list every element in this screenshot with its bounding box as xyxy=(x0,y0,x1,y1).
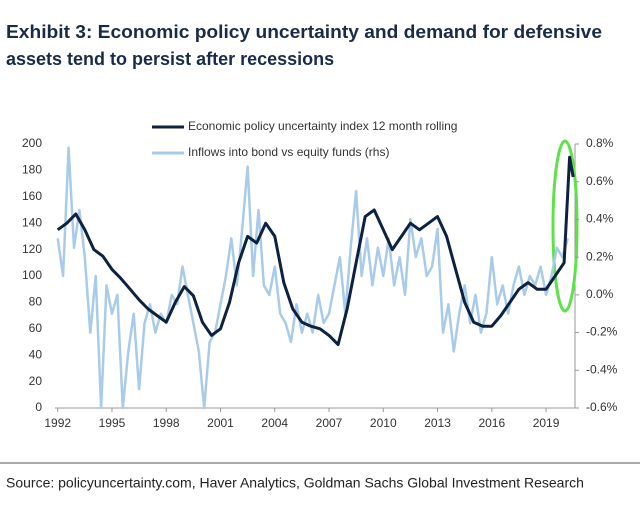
x-tick-label: 1992 xyxy=(44,416,71,430)
highlight-ellipse xyxy=(551,139,579,313)
y2-tick-label: 0.0% xyxy=(586,287,614,301)
y-tick-label: 120 xyxy=(22,242,42,256)
y2-tick-label: 0.8% xyxy=(586,136,614,150)
series-line xyxy=(56,146,569,410)
y2-tick-label: -0.2% xyxy=(586,325,618,339)
y-tick-label: 160 xyxy=(22,189,42,203)
chart-title: Exhibit 3: Economic policy uncertainty a… xyxy=(6,22,602,42)
y-tick-label: 100 xyxy=(22,268,42,282)
legend-label: Inflows into bond vs equity funds (rhs) xyxy=(188,145,389,159)
x-tick-label: 2001 xyxy=(207,416,234,430)
x-tick-label: 2007 xyxy=(316,416,343,430)
y-tick-label: 180 xyxy=(22,163,42,177)
legend-label: Economic policy uncertainty index 12 mon… xyxy=(188,119,457,133)
chart-title: assets tend to persist after recessions xyxy=(6,49,334,69)
y2-tick-label: 0.6% xyxy=(586,174,614,188)
y2-tick-label: -0.6% xyxy=(586,400,618,414)
y-tick-label: 140 xyxy=(22,215,42,229)
source-note: Source: policyuncertainty.com, Haver Ana… xyxy=(6,475,584,491)
y-tick-label: 0 xyxy=(35,400,42,414)
y2-tick-label: -0.4% xyxy=(586,362,618,376)
x-tick-label: 2004 xyxy=(261,416,288,430)
y2-tick-label: 0.4% xyxy=(586,212,614,226)
x-tick-label: 1998 xyxy=(153,416,180,430)
x-tick-label: 2010 xyxy=(370,416,397,430)
x-tick-label: 2019 xyxy=(533,416,560,430)
series-line xyxy=(56,155,575,347)
y-tick-label: 80 xyxy=(29,295,43,309)
y-tick-label: 200 xyxy=(22,136,42,150)
x-tick-label: 2013 xyxy=(424,416,451,430)
x-tick-label: 2016 xyxy=(478,416,505,430)
y-tick-label: 40 xyxy=(29,347,43,361)
y-tick-label: 20 xyxy=(29,374,43,388)
x-tick-label: 1995 xyxy=(99,416,126,430)
y2-tick-label: 0.2% xyxy=(586,249,614,263)
y-tick-label: 60 xyxy=(29,321,43,335)
